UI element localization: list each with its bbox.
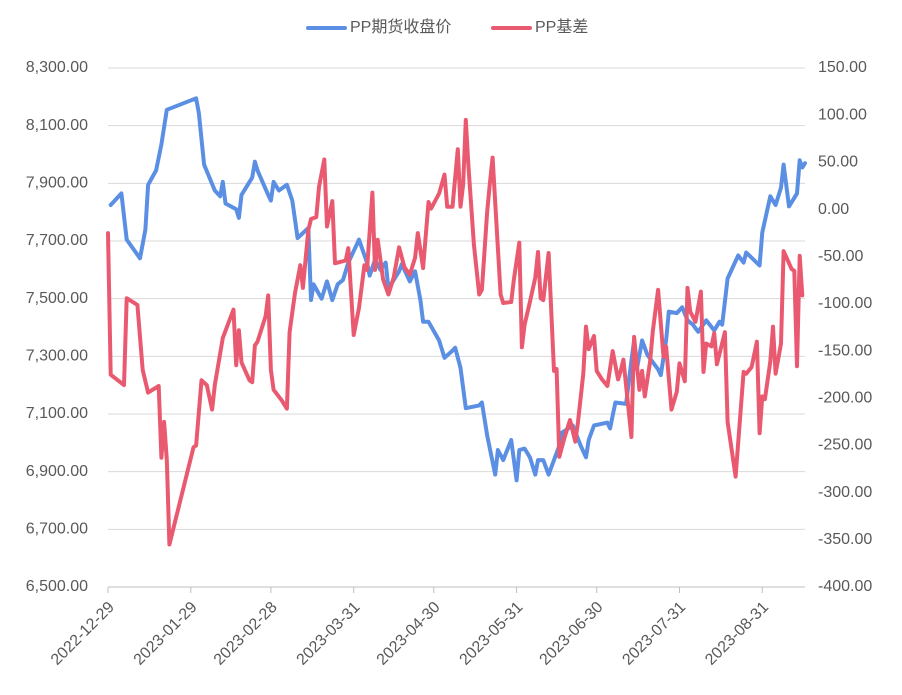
y-tick-label: 7,700.00 xyxy=(26,232,88,249)
x-tick-label: 2023-03-31 xyxy=(294,599,364,669)
y-tick-label: 7,100.00 xyxy=(26,405,88,422)
y2-tick-label: -100.00 xyxy=(818,295,872,312)
x-tick-label: 2022-12-29 xyxy=(48,599,118,669)
y2-tick-label: 0.00 xyxy=(818,201,849,218)
y2-tick-label: 150.00 xyxy=(818,59,867,76)
legend-label: PP期货收盘价 xyxy=(350,17,451,36)
x-tick-label: 2023-05-31 xyxy=(457,599,527,669)
legend-label: PP基差 xyxy=(535,18,588,36)
y-tick-label: 8,100.00 xyxy=(26,117,88,134)
y-tick-label: 6,700.00 xyxy=(26,521,88,538)
y-tick-label: 7,900.00 xyxy=(26,175,88,192)
x-tick-label: 2023-06-30 xyxy=(537,599,607,669)
y-tick-label: 8,300.00 xyxy=(26,59,88,76)
y-tick-label: 7,500.00 xyxy=(26,290,88,307)
series-line xyxy=(108,96,807,483)
y2-tick-label: -50.00 xyxy=(818,248,863,265)
y2-tick-label: 100.00 xyxy=(818,106,867,123)
y2-tick-label: -400.00 xyxy=(818,578,872,595)
x-tick-label: 2023-08-31 xyxy=(702,599,772,669)
y2-tick-label: -250.00 xyxy=(818,437,872,454)
y2-tick-label: -200.00 xyxy=(818,389,872,406)
x-tick-label: 2023-01-29 xyxy=(131,599,201,669)
y-tick-label: 6,500.00 xyxy=(26,578,88,595)
x-tick-label: 2023-07-31 xyxy=(619,599,689,669)
x-tick-label: 2023-04-30 xyxy=(374,599,444,669)
y-tick-label: 6,900.00 xyxy=(26,463,88,480)
y2-tick-label: -350.00 xyxy=(818,531,872,548)
y2-tick-label: 50.00 xyxy=(818,154,858,171)
y-tick-label: 7,300.00 xyxy=(26,348,88,365)
y2-tick-label: -300.00 xyxy=(818,484,872,501)
series-line xyxy=(106,117,805,547)
x-tick-label: 2023-02-28 xyxy=(211,599,281,669)
y2-tick-label: -150.00 xyxy=(818,342,872,359)
